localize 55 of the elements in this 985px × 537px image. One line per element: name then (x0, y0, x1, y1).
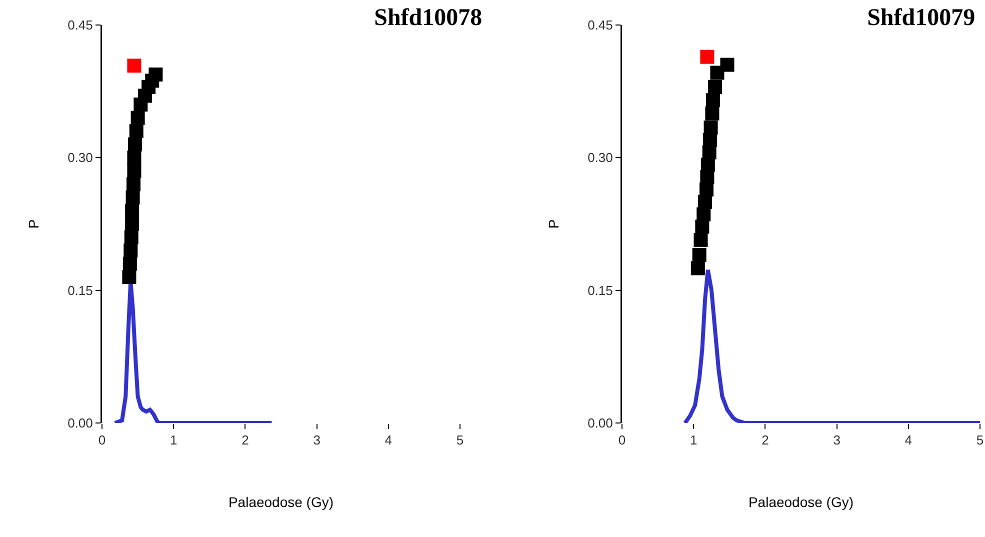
x-axis-title: Palaeodose (Gy) (228, 494, 334, 510)
x-tick-label: 3 (313, 432, 320, 448)
point (703, 132, 718, 147)
point (698, 194, 712, 209)
point (704, 120, 718, 135)
x-tick-label: 2 (242, 432, 249, 448)
point (692, 248, 706, 262)
x-tick-label: 4 (904, 432, 912, 448)
y-tick-label: 0.15 (588, 282, 613, 298)
point (127, 58, 142, 73)
y-tick-label: 0.45 (68, 18, 93, 33)
point (122, 256, 137, 271)
point (720, 58, 734, 72)
point (706, 93, 720, 108)
chart-title: Shfd10078 (374, 4, 482, 31)
point (124, 230, 138, 244)
x-tick-label: 1 (170, 432, 178, 448)
point (708, 80, 722, 94)
line-series (683, 268, 980, 423)
x-tick-label: 5 (456, 432, 464, 448)
x-tick-label: 5 (976, 432, 984, 448)
point (122, 270, 136, 284)
chart-title: Shfd10079 (867, 4, 976, 31)
point (129, 124, 144, 138)
y-axis-title: P (25, 219, 42, 229)
point (127, 164, 142, 178)
point (125, 204, 140, 218)
point (125, 217, 140, 231)
x-axis-title: Palaeodose (Gy) (748, 494, 854, 510)
y-tick-label: 0.15 (68, 282, 93, 298)
point (705, 106, 720, 120)
x-tick-label: 1 (690, 432, 698, 448)
point (130, 110, 145, 125)
y-axis-title: P (545, 219, 562, 229)
point (690, 261, 705, 276)
y-tick-label: 0.30 (68, 150, 93, 166)
x-tick-label: 3 (833, 432, 840, 448)
x-tick-label: 0 (98, 432, 106, 448)
point (700, 50, 714, 64)
y-tick-label: 0.45 (588, 18, 613, 33)
y-tick-label: 0.30 (588, 150, 613, 166)
point (126, 190, 140, 204)
x-tick-label: 0 (618, 432, 626, 448)
point (694, 232, 708, 247)
point (700, 170, 714, 184)
point (126, 177, 140, 192)
point (124, 244, 138, 258)
point (148, 68, 163, 82)
y-tick-label: 0.00 (68, 416, 93, 431)
x-tick-label: 2 (762, 432, 769, 448)
x-tick-label: 4 (384, 432, 392, 448)
y-tick-label: 0.00 (588, 416, 613, 431)
point (128, 137, 142, 152)
point (696, 207, 711, 222)
point (127, 150, 142, 165)
